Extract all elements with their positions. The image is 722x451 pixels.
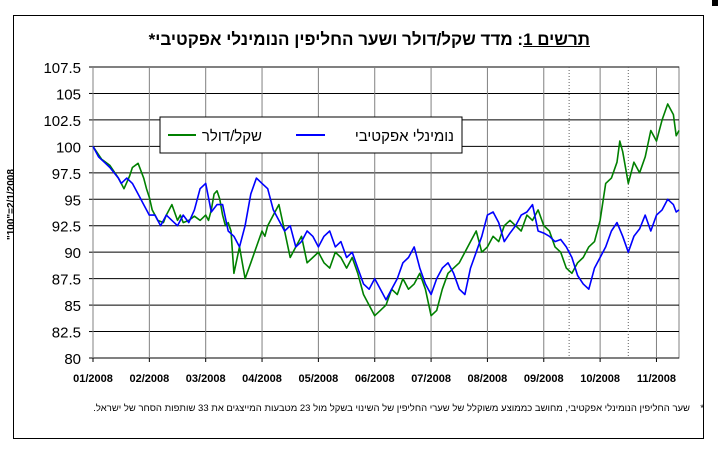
series-line-nominal-effective [92, 146, 680, 301]
x-tick-label: 01/2008 [73, 373, 113, 385]
chart-frame [13, 15, 704, 439]
chart-title-label: תרשים 1 [523, 30, 590, 49]
x-tick-label: 02/2008 [129, 373, 169, 385]
y-tick-label: 105 [56, 86, 81, 103]
y-tick-label: 95 [64, 192, 81, 209]
y-tick-label: 92.5 [52, 219, 81, 236]
footnote: * שער החליפין הנומינלי אפקטיבי, מחושב כמ… [40, 402, 704, 415]
y-tick-label: 85 [64, 298, 81, 315]
y-tick-label: 100 [56, 139, 81, 156]
footnote-marker: * [700, 403, 704, 414]
corner-marker [712, 0, 718, 6]
x-tick-label: 03/2008 [186, 373, 226, 385]
y-tick-label: 90 [64, 245, 81, 262]
x-tick-label: 07/2008 [411, 373, 451, 385]
y-tick-label: 87.5 [52, 272, 81, 289]
y-tick-label: 97.5 [52, 166, 81, 183]
y-tick-label: 102.5 [43, 113, 81, 130]
plot-area [92, 66, 680, 359]
x-tick-label: 05/2008 [299, 373, 339, 385]
x-tick-label: 10/2008 [580, 373, 620, 385]
x-tick-label: 04/2008 [242, 373, 282, 385]
x-tick-label: 11/2008 [637, 373, 676, 385]
y-tick-label: 80 [64, 351, 81, 368]
y-tick-label: 107.5 [43, 60, 81, 77]
y-tick-label: 82.5 [52, 325, 81, 342]
footnote-text: שער החליפין הנומינלי אפקטיבי, מחושב כממו… [93, 403, 690, 414]
legend-label: נומינלי אפקטיבי [355, 128, 454, 145]
x-tick-label: 08/2008 [468, 373, 508, 385]
chart-title-rest: : מדד שקל/דולר ושער החליפין הנומינלי אפק… [148, 30, 524, 49]
legend-label: שקל/דולר [202, 128, 262, 145]
x-tick-label: 09/2008 [524, 373, 564, 385]
chart-title: תרשים 1: מדד שקל/דולר ושער החליפין הנומי… [90, 30, 590, 50]
x-tick-label: 06/2008 [355, 373, 395, 385]
